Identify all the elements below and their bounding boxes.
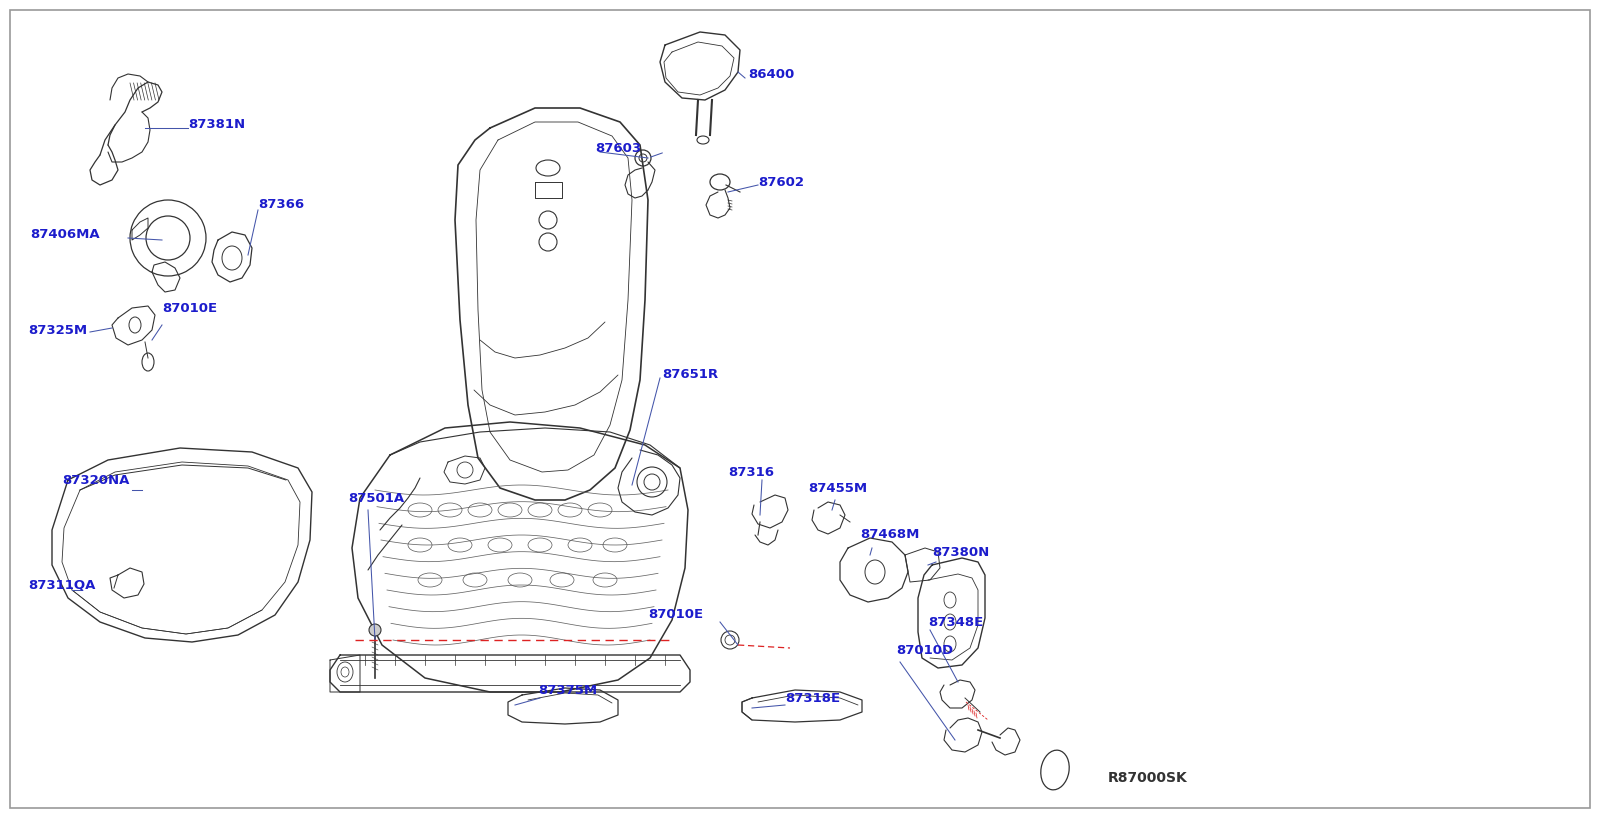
Text: 87325M: 87325M (29, 323, 86, 336)
Text: 87316: 87316 (728, 465, 774, 479)
Text: 86400: 86400 (749, 69, 794, 82)
Text: 87375M: 87375M (538, 684, 597, 696)
Text: 87501A: 87501A (349, 492, 405, 505)
Text: 87381N: 87381N (189, 119, 245, 132)
Text: 87380N: 87380N (931, 546, 989, 559)
Text: 87010E: 87010E (162, 302, 218, 314)
Text: 87602: 87602 (758, 176, 805, 188)
Text: 87651R: 87651R (662, 368, 718, 381)
Text: 87603: 87603 (595, 142, 642, 155)
Text: 87318E: 87318E (786, 691, 840, 704)
Text: 87320NA: 87320NA (62, 474, 130, 487)
Text: R87000SK: R87000SK (1107, 771, 1187, 785)
Text: 87366: 87366 (258, 199, 304, 212)
Text: 87010E: 87010E (648, 609, 702, 622)
Ellipse shape (370, 624, 381, 636)
Text: 87010D: 87010D (896, 644, 954, 657)
Text: 87455M: 87455M (808, 482, 867, 495)
FancyBboxPatch shape (10, 10, 1590, 808)
Text: 87406MA: 87406MA (30, 228, 99, 241)
Text: 87311QA: 87311QA (29, 578, 96, 591)
Text: 87468M: 87468M (861, 528, 920, 542)
Text: 87348E: 87348E (928, 615, 984, 628)
